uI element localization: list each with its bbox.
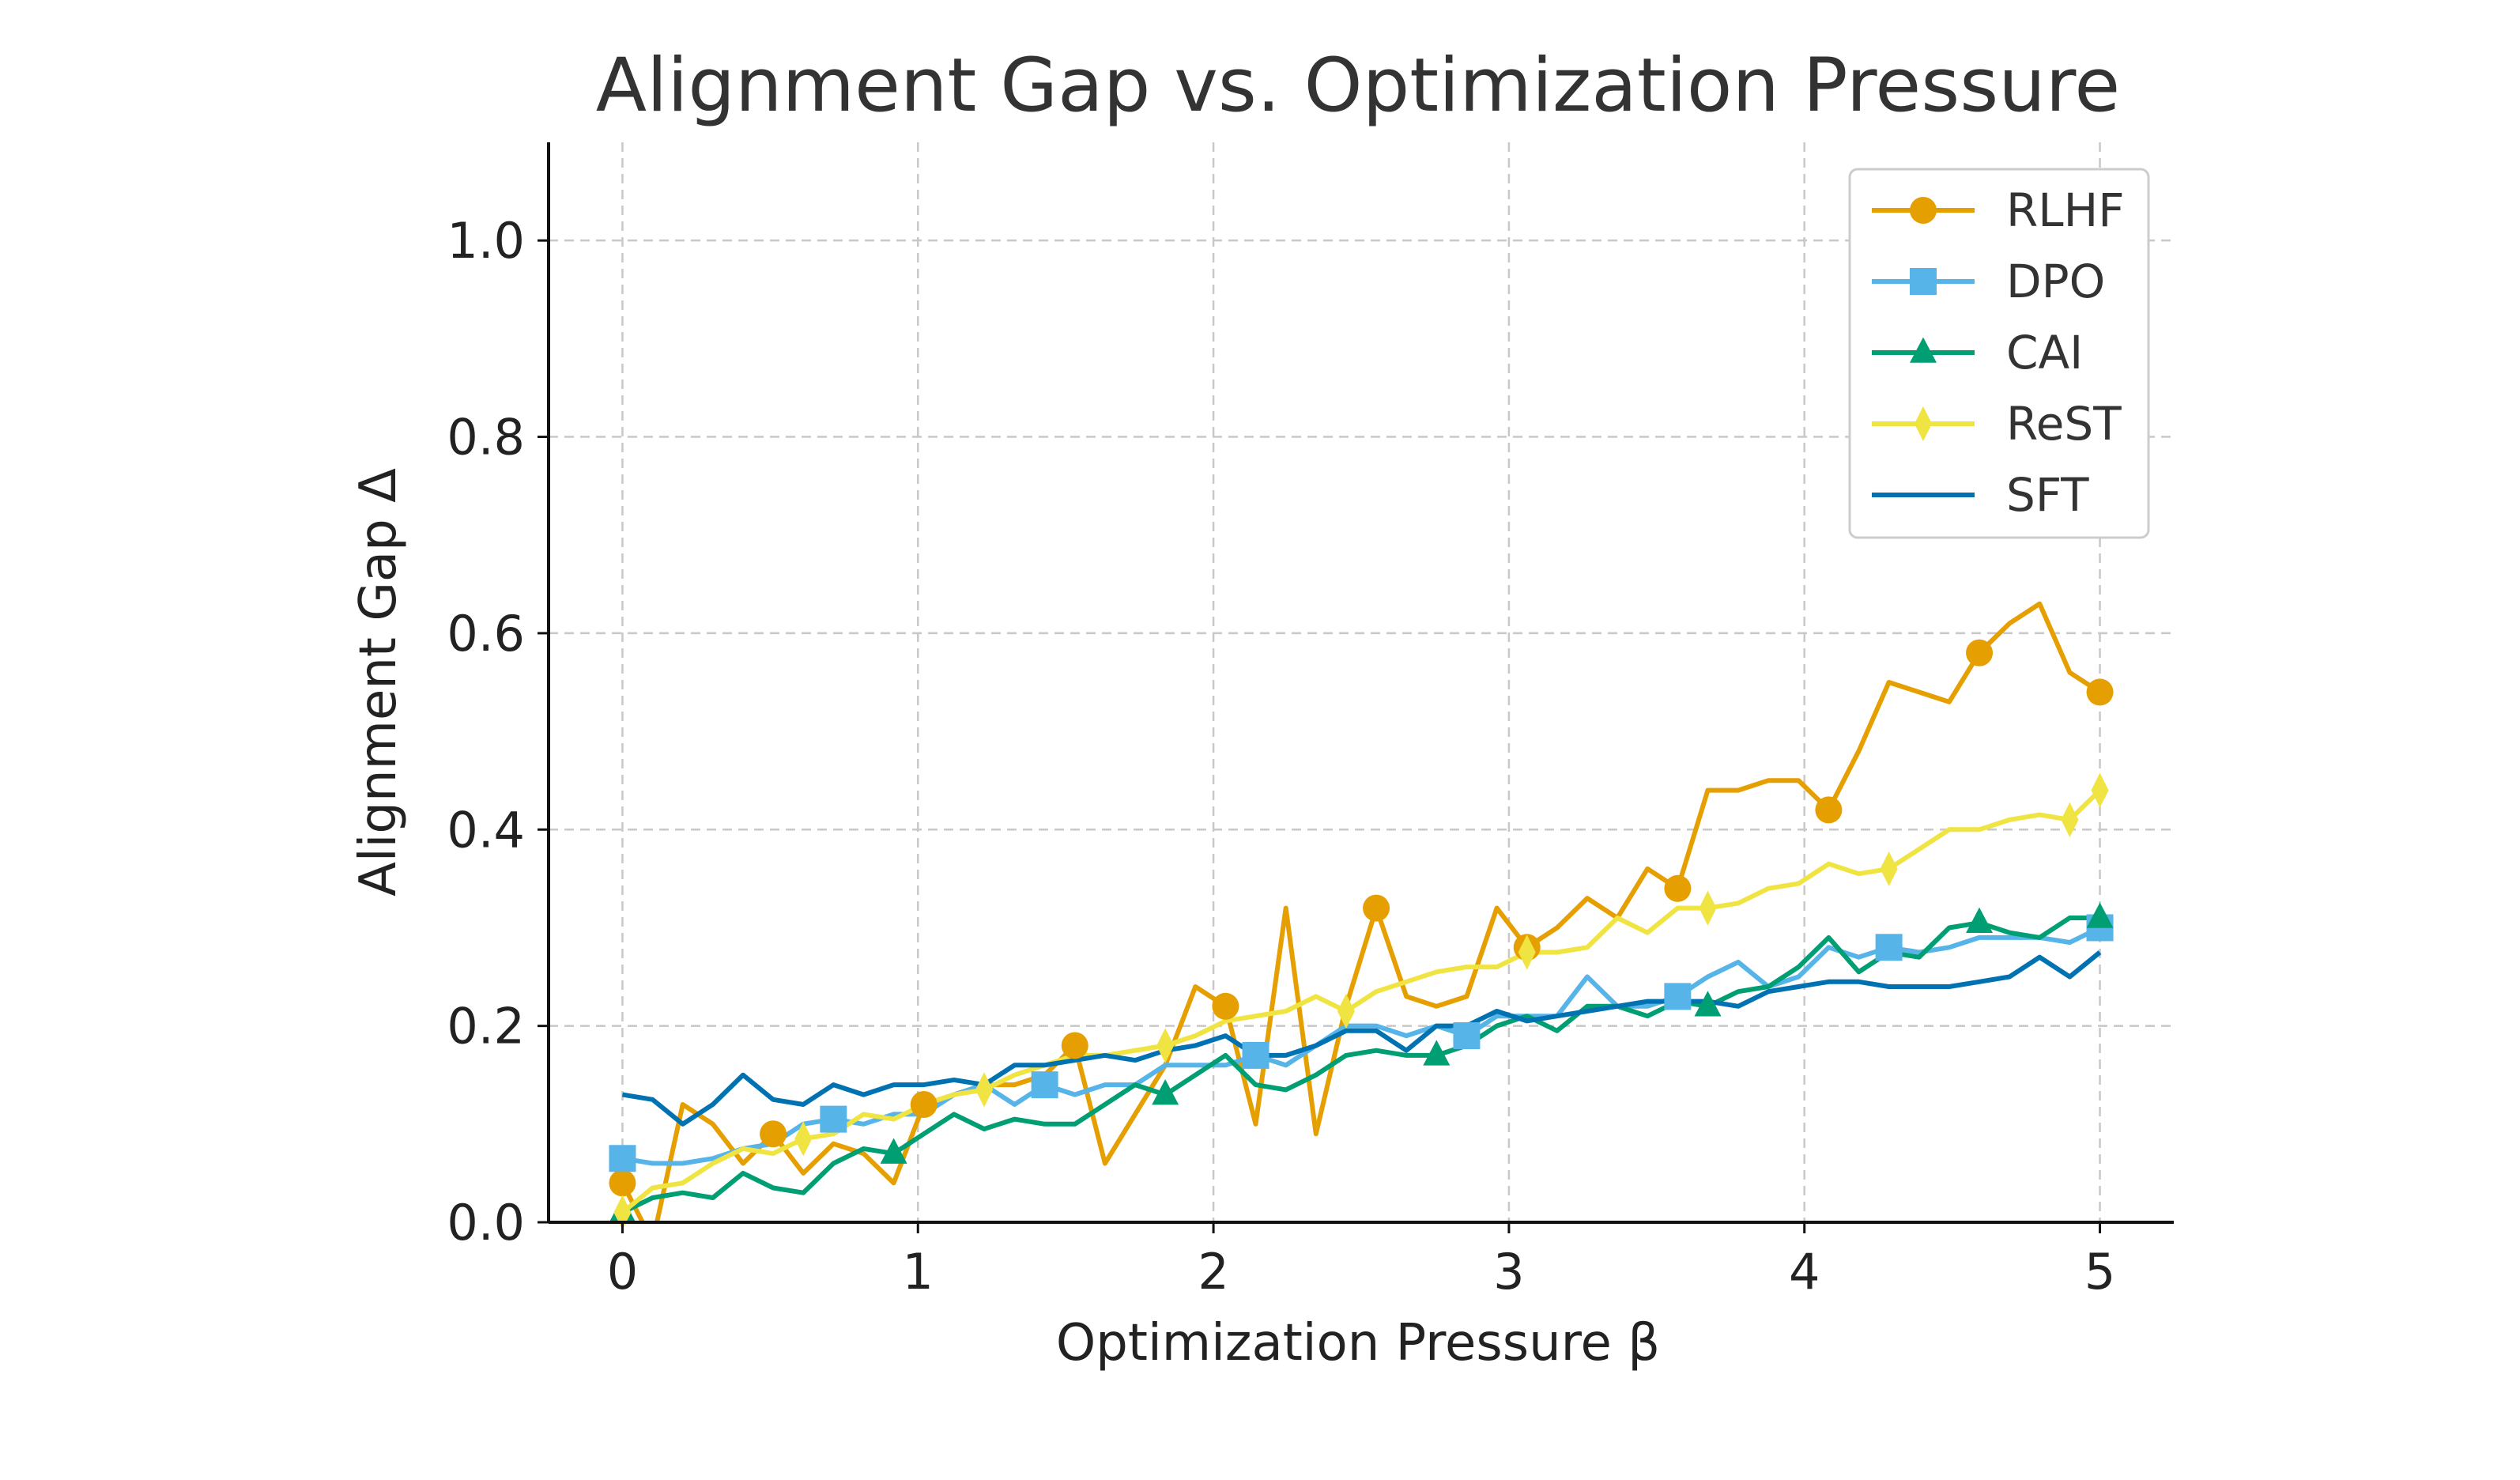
series-line-cai — [621, 916, 2100, 1215]
data-point-rest — [2091, 772, 2109, 808]
series-lines — [620, 601, 2102, 1222]
data-point-rlhf — [1966, 639, 1994, 666]
y-tick-label: 0.2 — [447, 998, 525, 1055]
series-markers — [609, 639, 2114, 1230]
x-tick-label: 3 — [1493, 1243, 1524, 1301]
data-point-rlhf — [760, 1120, 787, 1148]
data-point-rest — [1337, 993, 1355, 1029]
x-tick-label: 5 — [2084, 1243, 2115, 1301]
x-axis-ticks: 0 1 2 3 4 5 — [607, 1222, 2115, 1301]
data-point-rest — [1518, 934, 1536, 970]
data-point-rest — [1880, 851, 1898, 887]
y-axis-ticks: 0.0 0.2 0.4 0.6 0.8 1.0 — [447, 212, 549, 1252]
series-line-sft — [622, 950, 2102, 1127]
data-point-dpo — [1242, 1041, 1269, 1069]
data-point-rest — [794, 1121, 813, 1157]
legend-label: RLHF — [2006, 183, 2125, 237]
legend-box — [1848, 168, 2150, 539]
y-tick-label: 0.0 — [447, 1194, 525, 1252]
series-line-rlhf — [620, 601, 2102, 1222]
legend-marker-rlhf — [1910, 197, 1937, 224]
chart-title: Alignment Gap vs. Optimization Pressure — [596, 43, 2120, 129]
legend-label: ReST — [2006, 397, 2122, 451]
data-point-rlhf — [910, 1090, 937, 1118]
data-point-rlhf — [1061, 1032, 1088, 1059]
data-point-rest — [2061, 802, 2079, 837]
x-tick-label: 0 — [607, 1243, 638, 1301]
y-tick-label: 0.8 — [447, 409, 525, 466]
y-tick-label: 0.6 — [447, 605, 525, 663]
data-point-cai — [1966, 907, 1994, 933]
legend-label: CAI — [2006, 326, 2083, 379]
legend: RLHF DPO CAI ReST SFT — [1848, 168, 2150, 539]
data-point-rest — [1699, 890, 1717, 926]
data-point-dpo — [820, 1105, 847, 1133]
x-axis-title: Optimization Pressure β — [1056, 1314, 1660, 1372]
data-point-rlhf — [1212, 992, 1239, 1020]
data-point-cai — [1694, 991, 1722, 1017]
y-axis-title: Alignment Gap Δ — [349, 468, 408, 897]
legend-label: SFT — [2006, 468, 2089, 522]
data-point-dpo — [1664, 983, 1692, 1010]
data-point-dpo — [1453, 1022, 1481, 1050]
x-tick-label: 2 — [1198, 1243, 1228, 1301]
data-point-rlhf — [2086, 678, 2114, 706]
data-point-cai — [880, 1138, 907, 1164]
legend-label: DPO — [2006, 255, 2105, 308]
data-point-cai — [1152, 1079, 1179, 1105]
series-line-dpo — [622, 925, 2101, 1166]
x-tick-label: 1 — [903, 1243, 934, 1301]
data-point-dpo — [1875, 934, 1903, 961]
data-point-rest — [975, 1072, 994, 1108]
data-point-rlhf — [1363, 894, 1390, 922]
series-line-rest — [621, 788, 2102, 1214]
data-point-dpo — [1031, 1071, 1058, 1099]
data-point-dpo — [609, 1145, 636, 1172]
data-point-rlhf — [1815, 796, 1843, 824]
y-tick-label: 1.0 — [447, 212, 525, 270]
data-point-rest — [1156, 1028, 1175, 1063]
x-tick-label: 4 — [1789, 1243, 1820, 1301]
legend-marker-cai — [1910, 337, 1937, 363]
legend-marker-dpo — [1910, 268, 1937, 295]
y-tick-label: 0.4 — [447, 801, 525, 859]
data-point-rlhf — [609, 1169, 636, 1197]
data-point-cai — [2086, 902, 2114, 928]
legend-marker-rest — [1914, 406, 1933, 442]
data-point-cai — [1423, 1040, 1451, 1066]
data-point-rlhf — [1664, 874, 1692, 902]
